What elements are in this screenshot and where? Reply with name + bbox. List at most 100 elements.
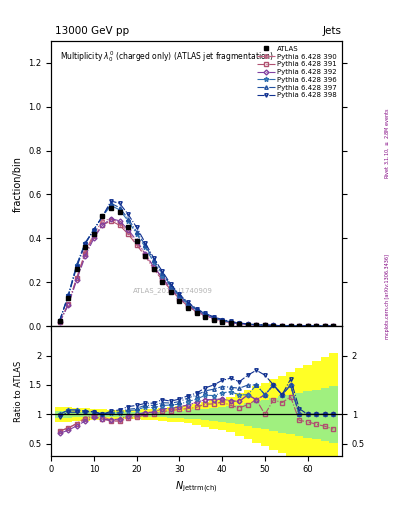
Pythia 6.428 391 <box>143 253 147 259</box>
Pythia 6.428 390 <box>160 275 165 281</box>
Pythia 6.428 391 <box>254 322 259 328</box>
Pythia 6.428 396 <box>92 226 96 232</box>
Line: Pythia 6.428 396: Pythia 6.428 396 <box>57 203 336 328</box>
Pythia 6.428 398 <box>117 200 122 206</box>
Pythia 6.428 396 <box>211 315 216 321</box>
Pythia 6.428 392 <box>117 218 122 224</box>
Pythia 6.428 397 <box>66 292 71 298</box>
Pythia 6.428 391 <box>57 319 62 325</box>
Pythia 6.428 397 <box>331 323 336 329</box>
ATLAS <box>271 323 276 329</box>
Pythia 6.428 398 <box>331 323 336 329</box>
Pythia 6.428 396 <box>74 262 79 268</box>
Pythia 6.428 397 <box>237 320 242 326</box>
Pythia 6.428 398 <box>203 310 208 316</box>
Pythia 6.428 396 <box>314 323 319 329</box>
Pythia 6.428 390 <box>263 322 267 328</box>
Pythia 6.428 392 <box>322 323 327 329</box>
Pythia 6.428 398 <box>169 281 173 287</box>
Pythia 6.428 392 <box>108 216 113 222</box>
ATLAS <box>134 238 139 244</box>
Pythia 6.428 391 <box>246 322 250 328</box>
Pythia 6.428 398 <box>177 291 182 297</box>
Pythia 6.428 398 <box>83 241 88 247</box>
Line: Pythia 6.428 390: Pythia 6.428 390 <box>58 217 335 328</box>
Pythia 6.428 398 <box>228 318 233 325</box>
Pythia 6.428 391 <box>185 303 190 309</box>
ATLAS <box>92 231 96 237</box>
Pythia 6.428 396 <box>237 321 242 327</box>
Pythia 6.428 390 <box>57 319 62 325</box>
Pythia 6.428 392 <box>160 275 165 281</box>
Pythia 6.428 397 <box>126 216 130 222</box>
Pythia 6.428 391 <box>169 287 173 293</box>
Pythia 6.428 391 <box>100 222 105 228</box>
ATLAS <box>297 323 301 329</box>
Pythia 6.428 396 <box>246 321 250 327</box>
Pythia 6.428 397 <box>160 270 165 276</box>
Pythia 6.428 390 <box>151 264 156 270</box>
Pythia 6.428 397 <box>100 214 105 220</box>
Pythia 6.428 391 <box>322 323 327 329</box>
Pythia 6.428 392 <box>228 319 233 326</box>
Y-axis label: Ratio to ATLAS: Ratio to ATLAS <box>14 360 23 421</box>
Pythia 6.428 390 <box>194 308 199 314</box>
Pythia 6.428 390 <box>237 321 242 327</box>
Pythia 6.428 392 <box>169 286 173 292</box>
Pythia 6.428 391 <box>203 313 208 319</box>
Pythia 6.428 396 <box>297 323 301 329</box>
Pythia 6.428 390 <box>126 229 130 235</box>
Pythia 6.428 397 <box>57 317 62 324</box>
Pythia 6.428 392 <box>74 277 79 283</box>
Pythia 6.428 397 <box>169 283 173 289</box>
ATLAS <box>185 305 190 311</box>
Pythia 6.428 390 <box>134 240 139 246</box>
Pythia 6.428 397 <box>83 240 88 246</box>
ATLAS <box>108 205 113 211</box>
Pythia 6.428 397 <box>297 323 301 329</box>
ATLAS <box>100 214 105 220</box>
ATLAS <box>117 209 122 215</box>
Pythia 6.428 397 <box>288 323 293 329</box>
Legend: ATLAS, Pythia 6.428 390, Pythia 6.428 391, Pythia 6.428 392, Pythia 6.428 396, P: ATLAS, Pythia 6.428 390, Pythia 6.428 39… <box>256 45 338 100</box>
Pythia 6.428 398 <box>246 321 250 327</box>
Pythia 6.428 392 <box>211 315 216 322</box>
ATLAS <box>177 298 182 304</box>
Pythia 6.428 391 <box>92 233 96 239</box>
Pythia 6.428 396 <box>160 272 165 279</box>
Pythia 6.428 391 <box>126 231 130 237</box>
Pythia 6.428 392 <box>314 323 319 329</box>
Pythia 6.428 398 <box>57 318 62 324</box>
Pythia 6.428 392 <box>280 323 285 329</box>
Pythia 6.428 392 <box>246 321 250 327</box>
Pythia 6.428 398 <box>263 322 267 328</box>
ATLAS <box>228 320 233 326</box>
Pythia 6.428 396 <box>151 260 156 266</box>
ATLAS <box>151 266 156 272</box>
Pythia 6.428 392 <box>185 302 190 308</box>
Pythia 6.428 392 <box>134 238 139 244</box>
Pythia 6.428 390 <box>297 323 301 329</box>
Pythia 6.428 397 <box>134 229 139 235</box>
Pythia 6.428 397 <box>263 322 267 328</box>
ATLAS <box>160 279 165 285</box>
Pythia 6.428 396 <box>169 284 173 290</box>
X-axis label: $N_{\mathrm{jettrm(ch)}}$: $N_{\mathrm{jettrm(ch)}}$ <box>175 480 218 495</box>
Pythia 6.428 392 <box>143 251 147 257</box>
Text: ATLAS_2019_I1740909: ATLAS_2019_I1740909 <box>133 287 213 293</box>
ATLAS <box>126 224 130 230</box>
ATLAS <box>246 322 250 328</box>
Pythia 6.428 392 <box>126 226 130 232</box>
Pythia 6.428 392 <box>254 322 259 328</box>
Pythia 6.428 391 <box>263 323 267 329</box>
Pythia 6.428 396 <box>126 218 130 224</box>
Pythia 6.428 398 <box>92 226 96 232</box>
Line: Pythia 6.428 392: Pythia 6.428 392 <box>58 217 335 328</box>
Text: Jets: Jets <box>323 26 342 36</box>
ATLAS <box>83 244 88 250</box>
Pythia 6.428 390 <box>246 321 250 327</box>
Pythia 6.428 390 <box>322 323 327 329</box>
Pythia 6.428 397 <box>143 242 147 248</box>
Pythia 6.428 390 <box>288 323 293 329</box>
Pythia 6.428 398 <box>151 255 156 261</box>
